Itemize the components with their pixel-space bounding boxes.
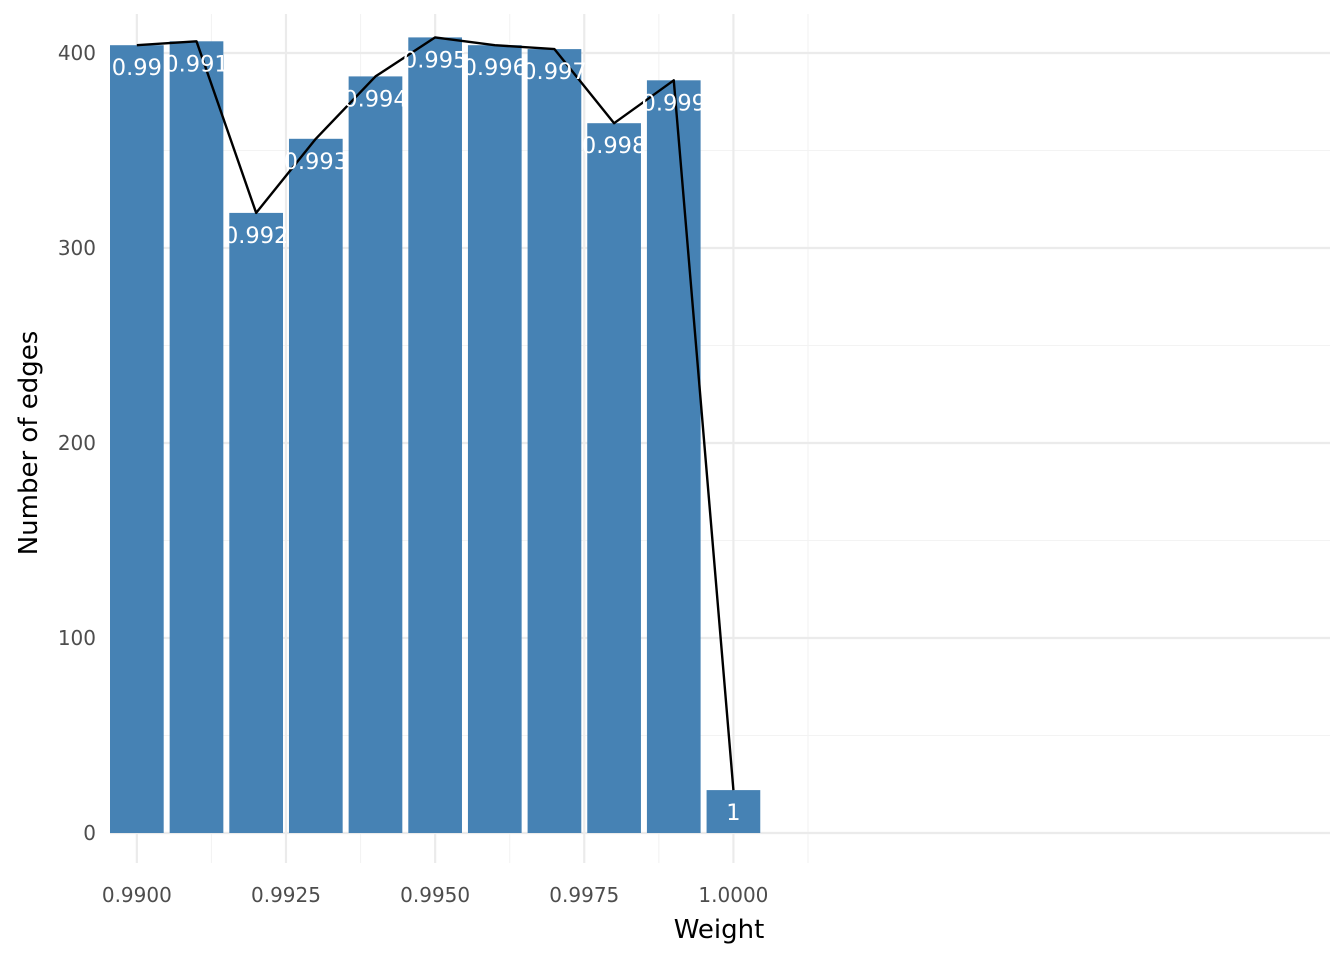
bar xyxy=(348,76,403,833)
y-tick-label: 0 xyxy=(83,821,96,845)
bar-label: 0.997 xyxy=(522,59,586,85)
bar-label: 0.99 xyxy=(112,55,162,81)
bar xyxy=(527,49,582,834)
trend-line xyxy=(136,36,735,791)
bar xyxy=(169,41,224,834)
y-tick-label: 200 xyxy=(58,431,96,455)
bar xyxy=(587,123,641,833)
bar xyxy=(229,212,284,833)
x-axis-ticks: 0.9900 0.9925 0.9950 0.9975 1.0000 xyxy=(102,883,769,907)
x-tick-label: 0.9900 xyxy=(102,883,172,907)
y-axis-ticks: 0 100 200 300 400 xyxy=(58,41,96,845)
y-axis-title: Number of edges xyxy=(14,331,44,556)
y-tick-label: 100 xyxy=(58,626,96,650)
bar-label: 0.999 xyxy=(642,90,706,116)
x-tick-label: 1.0000 xyxy=(698,883,768,907)
bar-label: 0.991 xyxy=(164,51,228,77)
trend-line-layer xyxy=(136,36,735,791)
bar-label: 0.994 xyxy=(343,86,407,112)
x-tick-label: 0.9925 xyxy=(251,883,321,907)
bar-label: 0.998 xyxy=(582,133,646,159)
bar-label: 0.992 xyxy=(224,223,288,249)
bar-label: 0.993 xyxy=(284,149,348,175)
bar xyxy=(706,790,761,833)
x-tick-label: 0.9975 xyxy=(549,883,619,907)
bars xyxy=(110,37,761,834)
bar xyxy=(408,37,462,833)
bar-label: 0.995 xyxy=(403,47,467,73)
bar xyxy=(646,80,701,834)
bar xyxy=(467,45,522,833)
bar-label: 0.996 xyxy=(463,55,527,81)
bar xyxy=(288,138,343,834)
x-axis-title: Weight xyxy=(674,915,765,945)
x-tick-label: 0.9950 xyxy=(400,883,470,907)
y-tick-label: 400 xyxy=(58,41,96,65)
y-tick-label: 300 xyxy=(58,236,96,260)
bar-label: 1 xyxy=(726,800,740,826)
bar xyxy=(110,45,164,833)
